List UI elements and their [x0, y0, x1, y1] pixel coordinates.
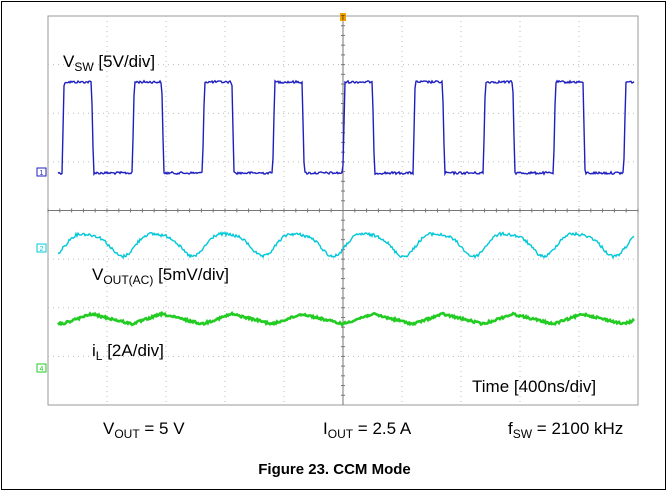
channel-marker — [36, 167, 47, 177]
channel-marker-label: 2 — [40, 246, 44, 253]
channel-marker — [36, 243, 47, 253]
trace-i-l — [57, 310, 635, 328]
oscilloscope-screen: T 1 2 4 — [36, 13, 639, 406]
vout-param: VOUT = 5 V — [103, 419, 185, 441]
channel-marker-label: 1 — [40, 170, 44, 177]
figure-caption: Figure 23. CCM Mode — [258, 461, 411, 478]
traces — [57, 79, 635, 328]
trace-v-sw — [57, 79, 635, 177]
vsw-label: VSW [5V/div] — [63, 52, 156, 74]
channel-markers: T 1 2 4 — [36, 13, 346, 373]
channel-marker-label: 4 — [40, 366, 44, 373]
trace-v-outac — [57, 231, 635, 260]
il-label: iL [2A/div] — [92, 341, 164, 363]
channel-marker — [36, 363, 47, 373]
iout-param: IOUT = 2.5 A — [323, 419, 412, 441]
fsw-param: fSW = 2100 kHz — [508, 419, 624, 441]
time-scale-label: Time [400ns/div] — [472, 377, 597, 396]
trigger-marker-label: T — [341, 16, 345, 22]
trigger-marker — [340, 13, 346, 21]
vout-ac-label: VOUT(AC) [5mV/div] — [92, 265, 229, 287]
